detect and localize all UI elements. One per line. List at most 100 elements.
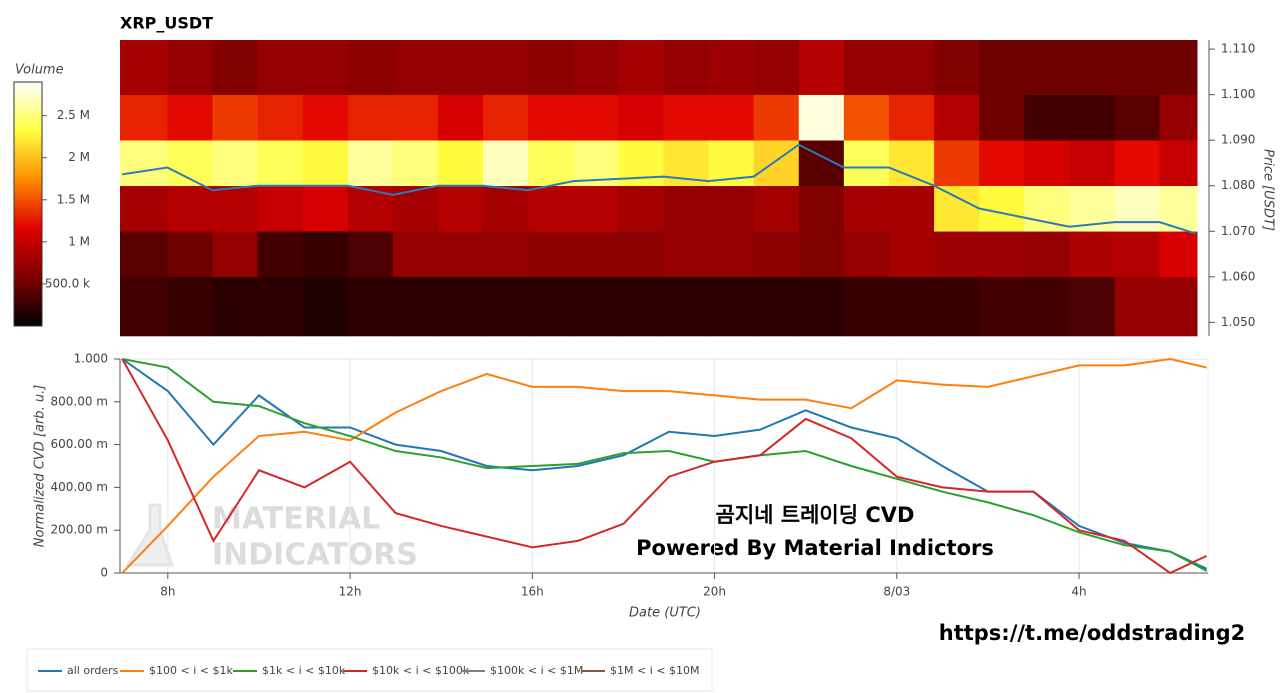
heat-cell	[437, 140, 484, 187]
url[interactable]: https://t.me/oddstrading2	[939, 621, 1246, 645]
y2-tick-label: 1.100	[1221, 87, 1255, 101]
colorbar-title: Volume	[15, 63, 64, 78]
heat-cell	[347, 231, 394, 278]
heat-cell	[483, 231, 529, 278]
heat-cell	[798, 231, 845, 278]
heat-cell	[1159, 140, 1198, 187]
heat-cell	[843, 185, 890, 232]
heat-cell	[843, 40, 890, 95]
x-tick-label: 12h	[339, 585, 362, 599]
x-tick-label: 4h	[1071, 585, 1086, 599]
heat-cell	[528, 185, 574, 232]
colorbar	[13, 81, 43, 327]
heat-cell	[1024, 185, 1070, 232]
heat-cell	[1159, 276, 1198, 337]
heat-cell	[167, 231, 213, 278]
heat-cell	[753, 231, 800, 278]
heat-cell	[888, 140, 935, 187]
heat-cell	[798, 276, 845, 337]
heat-cell	[979, 40, 1025, 95]
heat-cell	[1114, 40, 1161, 95]
heat-cell	[212, 94, 259, 141]
y-axis-label: Normalized CVD [arb. u.]	[33, 385, 48, 548]
y-tick-label: 600.00 m	[51, 437, 109, 451]
heat-cell	[437, 40, 484, 95]
heat-cell	[257, 276, 304, 337]
heat-cell	[753, 276, 800, 337]
heat-cell	[798, 40, 845, 95]
heat-cell	[979, 94, 1025, 141]
y2-tick-label: 1.110	[1221, 42, 1255, 56]
heat-cell	[618, 231, 664, 278]
heat-cell	[888, 185, 935, 232]
heat-cell	[167, 276, 213, 337]
heat-cell	[302, 94, 349, 141]
y-tick-label: 800.00 m	[51, 394, 109, 408]
heat-cell	[528, 231, 574, 278]
heat-cell	[212, 185, 259, 232]
y-tick-label: 400.00 m	[51, 480, 109, 494]
heat-cell	[573, 94, 619, 141]
heat-cell	[888, 276, 935, 337]
heat-cell	[437, 231, 484, 278]
heat-cell	[888, 231, 935, 278]
heat-cell	[888, 40, 935, 95]
heat-cell	[347, 40, 394, 95]
heat-cell	[212, 231, 259, 278]
heat-cell	[979, 231, 1025, 278]
heat-cell	[573, 185, 619, 232]
heat-cell	[347, 94, 394, 141]
heat-cell	[212, 140, 259, 187]
legend-label: $1M < i < $10M	[610, 664, 699, 677]
heat-cell	[1114, 276, 1161, 337]
heat-cell	[888, 94, 935, 141]
overlay-subtitle: Powered By Material Indictors	[636, 536, 994, 560]
heat-cell	[1024, 40, 1070, 95]
heat-cell	[167, 185, 213, 232]
heat-cell	[437, 276, 484, 337]
heat-cell	[437, 94, 484, 141]
x-tick-label: 8/03	[883, 585, 910, 599]
heat-cell	[934, 94, 980, 141]
heat-cell	[483, 185, 529, 232]
heat-cell	[302, 231, 349, 278]
heat-cell	[212, 276, 259, 337]
heat-cell	[843, 94, 890, 141]
heat-cell	[663, 40, 710, 95]
y2-tick-label: 1.090	[1221, 133, 1255, 147]
heat-cell	[120, 140, 168, 187]
heat-cell	[618, 185, 664, 232]
heat-cell	[1069, 94, 1115, 141]
heat-cell	[708, 185, 755, 232]
legend-label: $100 < i < $1k	[149, 664, 233, 677]
heat-cell	[257, 185, 304, 232]
heat-cell	[1114, 231, 1161, 278]
heat-cell	[302, 140, 349, 187]
heat-cell	[212, 40, 259, 95]
y2-tick-label: 1.070	[1221, 224, 1255, 238]
price-line	[122, 143, 1196, 235]
heat-cell	[392, 231, 439, 278]
heat-cell	[483, 94, 529, 141]
heat-cell	[979, 276, 1025, 337]
heat-cell	[798, 94, 845, 141]
legend-label: $10k < i < $100k	[372, 664, 470, 677]
heat-cell	[1069, 40, 1115, 95]
cvd-line	[121, 357, 1207, 574]
heat-cell	[979, 185, 1025, 232]
x-tick-label: 8h	[160, 585, 175, 599]
heat-cell	[392, 40, 439, 95]
heat-cell	[618, 40, 664, 95]
heat-cell	[753, 185, 800, 232]
heat-cell	[483, 40, 529, 95]
heat-cell	[934, 185, 980, 232]
heat-cell	[1159, 231, 1198, 278]
colorbar-tick-label: 2.5 M	[57, 108, 90, 122]
heat-cell	[618, 276, 664, 337]
x-tick-label: 20h	[703, 585, 726, 599]
heat-cell	[843, 140, 890, 187]
heat-cell	[120, 185, 168, 232]
heat-cell	[663, 276, 710, 337]
heat-cell	[528, 276, 574, 337]
heat-cell	[1024, 231, 1070, 278]
